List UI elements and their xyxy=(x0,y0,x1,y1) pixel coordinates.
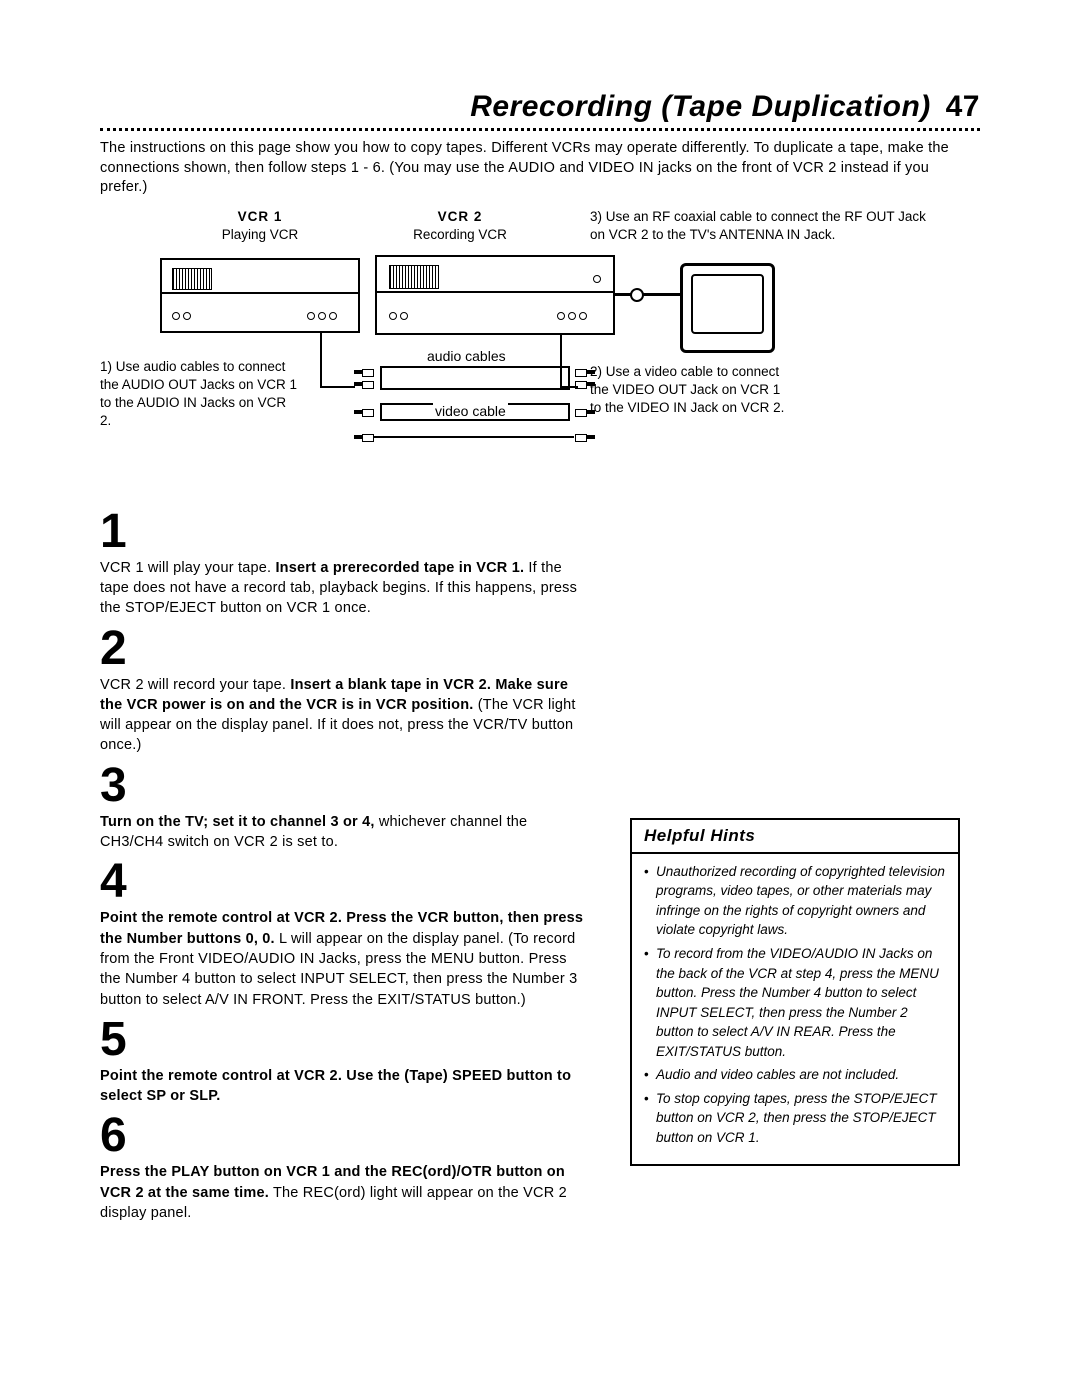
plug-icon xyxy=(352,408,374,416)
vcr2-box xyxy=(375,255,615,335)
step-body: Point the remote control at VCR 2. Press… xyxy=(100,908,590,1009)
step-3: 3 Turn on the TV; set it to channel 3 or… xyxy=(100,762,590,853)
helpful-hints-box: Helpful Hints Unauthorized recording of … xyxy=(630,818,960,1166)
hint-item: Audio and video cables are not included. xyxy=(644,1065,946,1085)
hint-item: To record from the VIDEO/AUDIO IN Jacks … xyxy=(644,944,946,1061)
plug-icon xyxy=(352,368,374,376)
audio-cable-label: audio cables xyxy=(425,348,508,364)
step-pre: VCR 2 will record your tape. xyxy=(100,677,290,693)
vcr2-sub: Recording VCR xyxy=(390,226,530,244)
step-1: 1 VCR 1 will play your tape. Insert a pr… xyxy=(100,508,590,619)
step-5: 5 Point the remote control at VCR 2. Use… xyxy=(100,1016,590,1107)
intro-paragraph: The instructions on this page show you h… xyxy=(100,139,980,198)
vcr2-heading: VCR 2 xyxy=(390,208,530,226)
plug-icon xyxy=(575,433,597,441)
vcr2-label: VCR 2 Recording VCR xyxy=(390,208,530,244)
vcr1-box xyxy=(160,258,360,333)
step-number: 3 xyxy=(100,762,590,810)
note3: 3) Use an RF coaxial cable to connect th… xyxy=(590,208,940,244)
step-2: 2 VCR 2 will record your tape. Insert a … xyxy=(100,625,590,756)
step-number: 1 xyxy=(100,508,590,556)
step-number: 2 xyxy=(100,625,590,673)
hint-item: Unauthorized recording of copyrighted te… xyxy=(644,862,946,940)
cable-segment xyxy=(320,333,322,388)
step-body: Point the remote control at VCR 2. Use t… xyxy=(100,1066,590,1107)
steps-column: 1 VCR 1 will play your tape. Insert a pr… xyxy=(100,508,590,1230)
title-text: Rerecording (Tape Duplication) xyxy=(470,90,931,123)
hint-item: To stop copying tapes, press the STOP/EJ… xyxy=(644,1089,946,1148)
step-bold: Turn on the TV; set it to channel 3 or 4… xyxy=(100,814,375,830)
vcr1-sub: Playing VCR xyxy=(200,226,320,244)
step-body: Turn on the TV; set it to channel 3 or 4… xyxy=(100,812,590,853)
rf-plug-icon xyxy=(630,288,644,302)
audio-cable-box xyxy=(380,366,570,390)
steps-and-hints: 1 VCR 1 will play your tape. Insert a pr… xyxy=(100,508,980,1230)
rf-cable xyxy=(615,293,680,296)
step-body: VCR 1 will play your tape. Insert a prer… xyxy=(100,558,590,619)
divider xyxy=(100,128,980,131)
vcr1-label: VCR 1 Playing VCR xyxy=(200,208,320,244)
step-number: 6 xyxy=(100,1112,590,1160)
step-bold: Point the remote control at VCR 2. Use t… xyxy=(100,1068,571,1104)
connection-diagram: VCR 1 Playing VCR VCR 2 Recording VCR 3)… xyxy=(100,208,980,488)
step-bold: Insert a prerecorded tape in VCR 1. xyxy=(275,560,524,576)
video-cable-label: video cable xyxy=(433,403,508,419)
vcr1-heading: VCR 1 xyxy=(200,208,320,226)
page-number: 47 xyxy=(946,90,980,123)
plug-icon xyxy=(352,380,374,388)
step-number: 5 xyxy=(100,1016,590,1064)
step-body: Press the PLAY button on VCR 1 and the R… xyxy=(100,1162,590,1223)
cable-segment xyxy=(560,386,578,388)
tv-box xyxy=(680,263,775,353)
note2: 2) Use a video cable to connect the VIDE… xyxy=(590,363,790,418)
cable-segment xyxy=(374,436,574,438)
cable-segment xyxy=(320,386,355,388)
cable-segment xyxy=(560,335,562,387)
step-4: 4 Point the remote control at VCR 2. Pre… xyxy=(100,858,590,1009)
plug-icon xyxy=(352,433,374,441)
step-6: 6 Press the PLAY button on VCR 1 and the… xyxy=(100,1112,590,1223)
step-pre: VCR 1 will play your tape. xyxy=(100,560,275,576)
hints-body: Unauthorized recording of copyrighted te… xyxy=(632,854,958,1164)
step-body: VCR 2 will record your tape. Insert a bl… xyxy=(100,675,590,756)
hints-title: Helpful Hints xyxy=(632,820,958,854)
step-number: 4 xyxy=(100,858,590,906)
note1: 1) Use audio cables to connect the AUDIO… xyxy=(100,358,300,431)
page-title: Rerecording (Tape Duplication) 47 xyxy=(100,90,980,124)
